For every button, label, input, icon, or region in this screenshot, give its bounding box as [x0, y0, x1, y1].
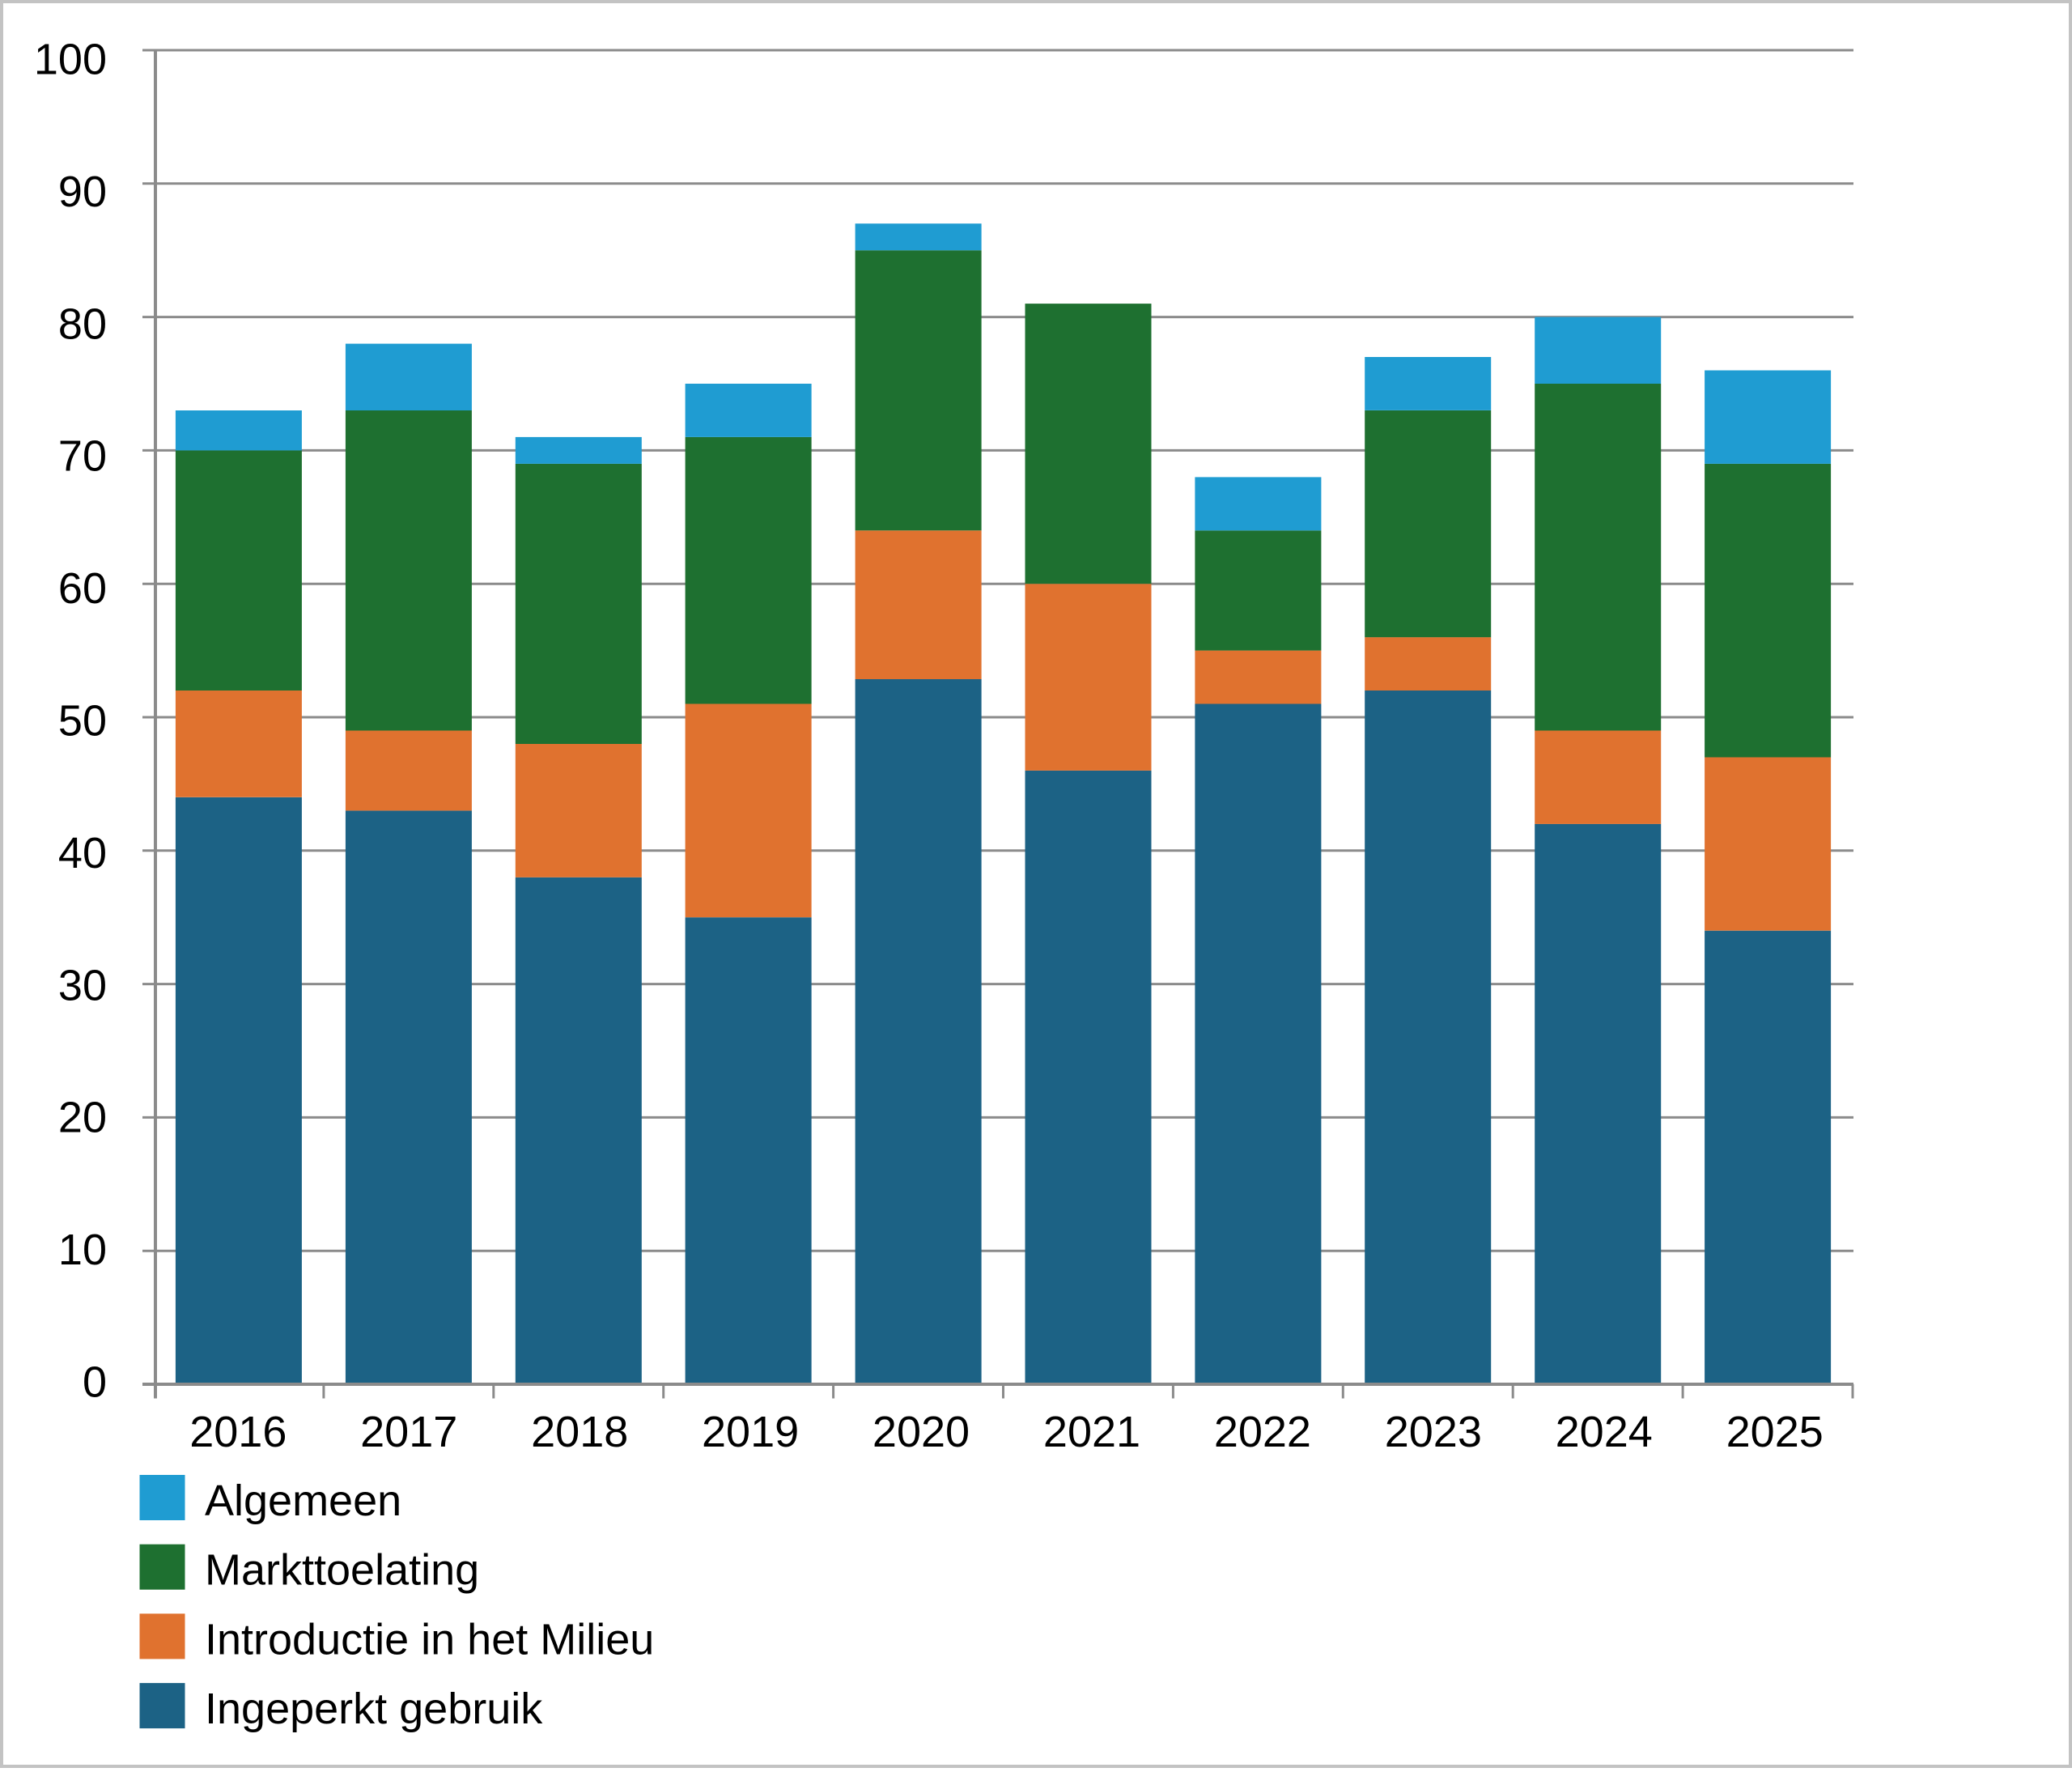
svg-text:Introductie in het Milieu: Introductie in het Milieu	[205, 1615, 654, 1664]
svg-text:90: 90	[58, 168, 107, 216]
svg-text:80: 80	[58, 300, 107, 348]
svg-text:2021: 2021	[1043, 1408, 1140, 1456]
svg-text:2016: 2016	[189, 1408, 287, 1456]
svg-text:2022: 2022	[1214, 1408, 1311, 1456]
svg-text:2025: 2025	[1726, 1408, 1824, 1456]
svg-text:2018: 2018	[531, 1408, 628, 1456]
svg-text:60: 60	[58, 564, 107, 613]
svg-text:10: 10	[58, 1226, 107, 1274]
svg-text:Ingeperkt gebruik: Ingeperkt gebruik	[205, 1685, 543, 1733]
svg-text:50: 50	[58, 697, 107, 746]
svg-text:70: 70	[58, 432, 107, 481]
svg-text:40: 40	[58, 829, 107, 878]
svg-text:2024: 2024	[1556, 1408, 1653, 1456]
svg-text:0: 0	[83, 1358, 107, 1407]
svg-text:30: 30	[58, 961, 107, 1009]
svg-text:2020: 2020	[873, 1408, 970, 1456]
svg-text:2023: 2023	[1385, 1408, 1482, 1456]
svg-text:Markttoelating: Markttoelating	[205, 1546, 479, 1595]
svg-text:2017: 2017	[360, 1408, 457, 1456]
svg-text:20: 20	[58, 1094, 107, 1142]
svg-text:100: 100	[34, 36, 107, 84]
svg-text:2019: 2019	[702, 1408, 799, 1456]
svg-text:Algemeen: Algemeen	[205, 1477, 401, 1525]
